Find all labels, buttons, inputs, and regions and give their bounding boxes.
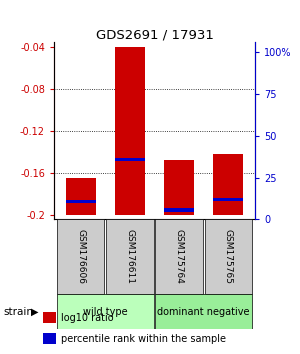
Text: percentile rank within the sample: percentile rank within the sample <box>61 334 226 344</box>
Bar <box>213 198 243 201</box>
Text: GSM175764: GSM175764 <box>175 229 184 284</box>
Bar <box>66 200 96 203</box>
Text: strain: strain <box>3 307 33 316</box>
Bar <box>57 219 104 294</box>
Bar <box>66 178 96 215</box>
Text: dominant negative: dominant negative <box>157 307 250 316</box>
Title: GDS2691 / 17931: GDS2691 / 17931 <box>96 28 213 41</box>
Bar <box>115 158 145 161</box>
Bar <box>205 219 252 294</box>
Bar <box>115 47 145 215</box>
Text: ▶: ▶ <box>31 307 38 316</box>
Bar <box>155 219 202 294</box>
Bar <box>155 294 252 329</box>
Text: GSM175765: GSM175765 <box>224 229 232 284</box>
Bar <box>164 160 194 215</box>
Bar <box>43 312 56 323</box>
Bar <box>57 294 154 329</box>
Text: log10 ratio: log10 ratio <box>61 313 113 322</box>
Text: GSM176606: GSM176606 <box>76 229 85 284</box>
Text: GSM176611: GSM176611 <box>125 229 134 284</box>
Bar <box>213 154 243 215</box>
Bar <box>106 219 154 294</box>
Bar <box>164 209 194 212</box>
Bar <box>43 333 56 344</box>
Text: wild type: wild type <box>83 307 128 316</box>
